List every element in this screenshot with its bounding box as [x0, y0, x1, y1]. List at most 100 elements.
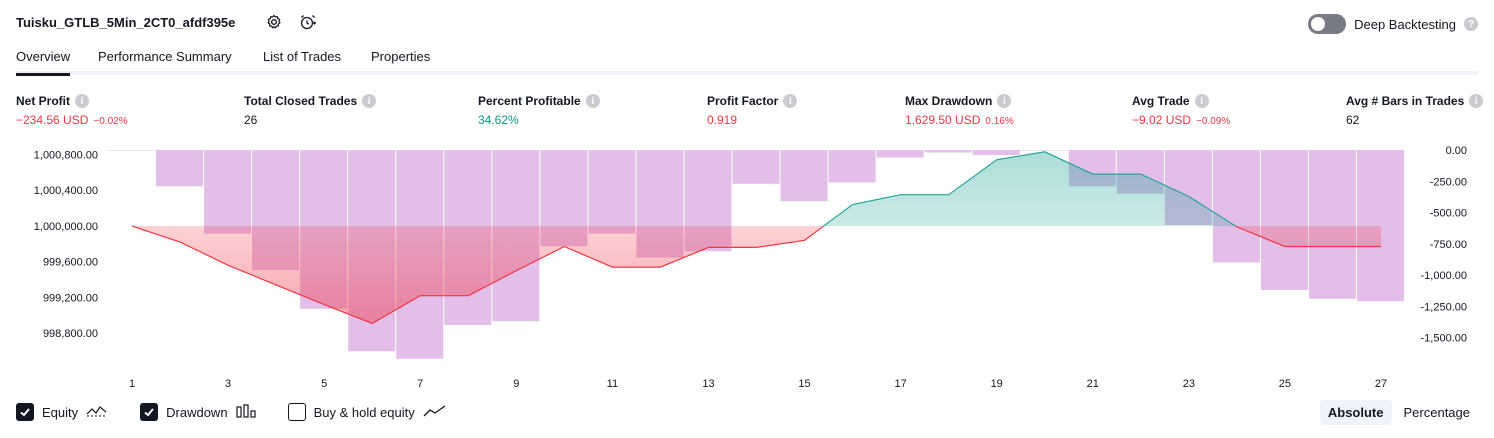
left-axis: 1,000,800.00 1,000,400.00 1,000,000.00 999,…: [34, 149, 98, 340]
info-icon[interactable]: i: [585, 94, 600, 108]
metric-value: −9.02 USD: [1132, 113, 1192, 127]
chart-svg: 1,000,800.00 1,000,400.00 1,000,000.00 999,…: [34, 145, 1467, 390]
drawdown-bar: [732, 150, 780, 184]
x-tick-label: 11: [607, 378, 618, 390]
x-tick-label: 15: [798, 378, 810, 390]
buy-hold-checkbox[interactable]: [287, 403, 306, 421]
equity-point: [179, 241, 182, 244]
left-tick-label: 999,600.00: [43, 257, 98, 269]
drawdown-bar: [1308, 150, 1356, 299]
equity-point: [1043, 150, 1046, 153]
equity-point: [227, 264, 230, 267]
add-alert-clock-icon[interactable]: [299, 13, 317, 31]
legend-equity[interactable]: Equity: [16, 403, 108, 421]
metric-max-drawdown: Max Drawdown i 1,629.50 USD 0.16%: [905, 94, 1014, 127]
legend-drawdown-label: Drawdown: [166, 404, 228, 420]
tab-list-of-trades[interactable]: List of Trades: [263, 49, 342, 64]
top-bar: Tuisku_GTLB_5Min_2CT0_afdf395e Deep Back…: [0, 0, 1494, 44]
deep-backtesting-label: Deep Backtesting: [1354, 16, 1456, 32]
drawdown-bar: [1356, 150, 1405, 302]
equity-point: [851, 203, 854, 206]
help-question-icon[interactable]: ?: [1464, 17, 1478, 31]
metric-avg-bars-in-trades: Avg # Bars in Trades i 62: [1346, 94, 1484, 127]
tab-properties[interactable]: Properties: [371, 49, 431, 64]
metric-label: Avg Trade: [1132, 94, 1190, 108]
left-tick-label: 998,800.00: [43, 328, 98, 340]
metric-profit-factor: Profit Factor i 0.919: [707, 94, 798, 127]
report-tabs: Overview Performance Summary List of Tra…: [16, 44, 1478, 76]
equity-area-above: [823, 151, 1236, 226]
drawdown-bar: [204, 150, 252, 234]
x-tick-label: 21: [1087, 378, 1099, 390]
settings-gear-icon[interactable]: [265, 13, 283, 31]
drawdown-bar: [1260, 150, 1308, 290]
equity-line-icon: [86, 404, 108, 421]
equity-point: [611, 266, 614, 269]
equity-point: [707, 246, 710, 249]
metric-label: Profit Factor: [707, 94, 779, 108]
equity-point: [755, 246, 758, 249]
tab-performance-summary[interactable]: Performance Summary: [98, 49, 232, 64]
metric-label: Max Drawdown: [905, 94, 993, 108]
drawdown-bar: [1212, 150, 1260, 263]
drawdown-bar: [972, 150, 1020, 155]
metric-percent: −0.09%: [1196, 116, 1231, 127]
equity-point: [1139, 173, 1142, 176]
equity-point: [899, 193, 902, 196]
x-tick-label: 25: [1279, 378, 1291, 390]
metric-percent: 0.16%: [985, 116, 1014, 127]
drawdown-checkbox[interactable]: [140, 403, 159, 421]
equity-drawdown-chart: 1,000,800.00 1,000,400.00 1,000,000.00 999,…: [0, 140, 1494, 395]
value-mode-switch: Absolute Percentage: [1319, 400, 1478, 425]
metric-label: Net Profit: [16, 94, 70, 108]
drawdown-bar: [924, 150, 972, 153]
x-tick-label: 1: [129, 378, 135, 390]
equity-point: [995, 158, 998, 161]
metric-percent-profitable: Percent Profitable i 34.62%: [478, 94, 600, 127]
right-tick-label: -1,250.00: [1421, 301, 1467, 313]
absolute-button[interactable]: Absolute: [1319, 400, 1392, 425]
equity-point: [515, 269, 518, 272]
deep-backtesting: Deep Backtesting ?: [1308, 14, 1478, 34]
drawdown-bar: [156, 150, 204, 187]
drawdown-bar: [876, 150, 924, 158]
trend-line-icon: [423, 404, 447, 421]
equity-area-below: [132, 225, 1381, 324]
legend-drawdown[interactable]: Drawdown: [140, 403, 256, 421]
percentage-button[interactable]: Percentage: [1403, 405, 1471, 420]
info-icon[interactable]: i: [783, 94, 798, 108]
metric-value: −234.56 USD: [16, 113, 89, 127]
metric-total-closed-trades: Total Closed Trades i 26: [244, 94, 377, 127]
equity-point: [371, 322, 374, 325]
tab-overview[interactable]: Overview: [16, 49, 71, 76]
deep-backtesting-toggle[interactable]: [1308, 14, 1347, 34]
metric-avg-trade: Avg Trade i −9.02 USD −0.09%: [1132, 94, 1230, 127]
x-tick-label: 9: [513, 378, 519, 390]
equity-checkbox[interactable]: [16, 403, 34, 421]
info-icon[interactable]: i: [1194, 94, 1209, 108]
equity-point: [323, 303, 326, 306]
strategy-name: Tuisku_GTLB_5Min_2CT0_afdf395e: [16, 15, 236, 30]
chart-legend: Equity Drawdown Buy & hold equity: [16, 403, 479, 421]
legend-buy-hold-label: Buy & hold equity: [313, 404, 415, 420]
x-tick-label: 27: [1375, 378, 1387, 390]
equity-point: [947, 193, 950, 196]
drawdown-bar: [780, 150, 828, 202]
equity-point: [1091, 173, 1094, 176]
equity-point: [803, 239, 806, 242]
right-tick-label: -500.00: [1430, 208, 1467, 220]
info-icon[interactable]: i: [75, 94, 89, 108]
metric-value: 26: [244, 113, 258, 127]
right-tick-label: -250.00: [1430, 176, 1467, 188]
left-tick-label: 1,000,400.00: [34, 185, 98, 197]
info-icon[interactable]: i: [997, 94, 1012, 108]
x-tick-label: 17: [894, 378, 906, 390]
left-tick-label: 999,200.00: [43, 292, 98, 304]
info-icon[interactable]: i: [362, 94, 377, 108]
x-tick-label: 13: [702, 378, 714, 390]
legend-buy-hold[interactable]: Buy & hold equity: [287, 403, 447, 421]
metric-net-profit: Net Profit i −234.56 USD −0.02%: [16, 94, 128, 127]
equity-point: [275, 283, 278, 286]
info-icon[interactable]: i: [1469, 94, 1484, 108]
metric-value: 62: [1346, 113, 1360, 127]
